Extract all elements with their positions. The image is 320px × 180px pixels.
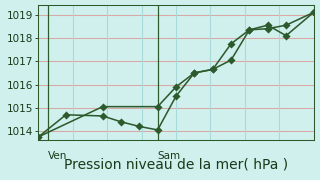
- Text: Sam: Sam: [158, 151, 181, 161]
- X-axis label: Pression niveau de la mer( hPa ): Pression niveau de la mer( hPa ): [64, 158, 288, 172]
- Text: Ven: Ven: [48, 151, 67, 161]
